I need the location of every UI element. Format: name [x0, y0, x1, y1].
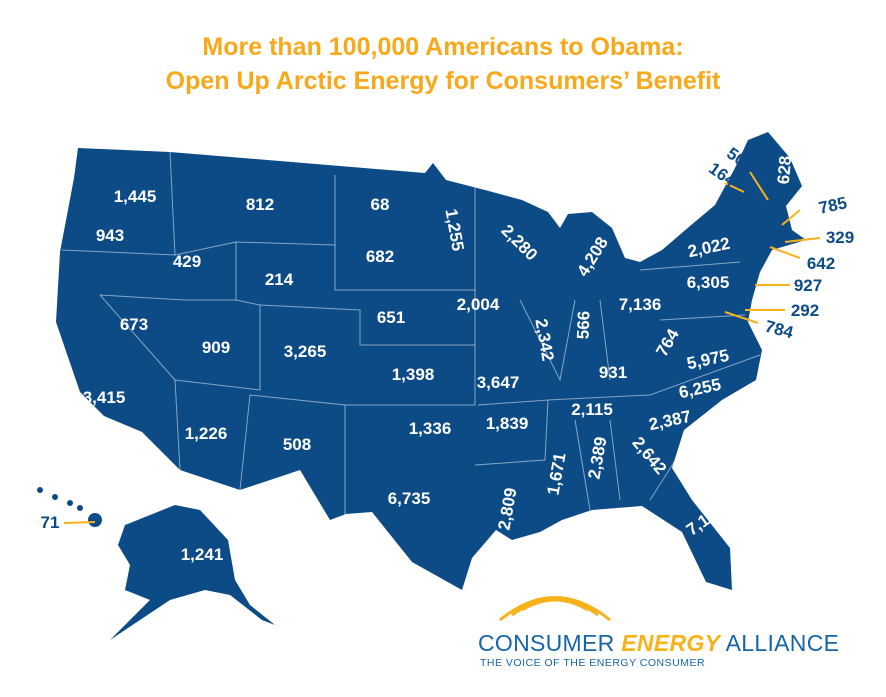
state-value-az: 1,226 — [184, 424, 228, 443]
state-value-oh: 7,136 — [618, 295, 662, 314]
logo-tagline: THE VOICE OF THE ENERGY CONSUMER — [480, 657, 706, 669]
leader-lines — [63, 171, 821, 524]
logo-name-alliance: ALLIANCE — [725, 630, 840, 656]
state-value-ne: 651 — [376, 308, 406, 327]
state-value-nm: 508 — [282, 435, 312, 454]
state-value-me: 628 — [773, 154, 796, 185]
state-value-or: 943 — [95, 226, 125, 245]
state-value-mo: 3,647 — [476, 373, 520, 392]
logo-name-consumer: CONSUMER — [478, 630, 615, 656]
state-value-ca: 3,415 — [82, 388, 126, 407]
state-value-mt: 812 — [245, 195, 275, 214]
state-value-ct: 642 — [806, 254, 836, 273]
hawaii-shape — [37, 487, 102, 527]
state-value-hi: 71 — [40, 513, 60, 532]
state-value-ok: 1,336 — [408, 419, 452, 438]
state-value-de: 292 — [790, 301, 820, 320]
title-line-2: Open Up Arctic Energy for Consumers’ Ben… — [165, 67, 721, 95]
state-value-wy: 214 — [264, 270, 294, 289]
state-value-tx: 6,735 — [387, 489, 431, 508]
state-value-ks: 1,398 — [391, 365, 435, 384]
state-value-nv: 673 — [119, 315, 149, 334]
state-value-nj: 927 — [793, 276, 823, 295]
state-value-ar: 1,839 — [485, 414, 529, 433]
state-value-ri: 329 — [825, 228, 855, 247]
state-borders — [61, 151, 761, 520]
logo-arcs-icon — [499, 596, 611, 622]
state-value-tn: 2,115 — [571, 400, 613, 419]
state-value-sd: 682 — [365, 247, 395, 266]
state-value-ia: 2,004 — [456, 295, 500, 314]
state-value-pa: 6,305 — [686, 273, 730, 292]
state-value-ut: 909 — [201, 338, 231, 357]
logo-name-energy: ENERGY — [621, 630, 721, 656]
state-value-wa: 1,445 — [113, 187, 157, 206]
state-value-in: 566 — [573, 310, 594, 340]
logo-name: CONSUMER ENERGY ALLIANCE — [478, 630, 839, 657]
title-line-1: More than 100,000 Americans to Obama: — [202, 33, 684, 61]
state-value-co: 3,265 — [283, 342, 327, 361]
lower-48-shape — [56, 132, 806, 590]
state-value-ky: 931 — [598, 363, 628, 382]
state-value-nd: 68 — [370, 195, 390, 214]
state-value-ak: 1,241 — [180, 545, 224, 564]
alaska-shape — [110, 505, 275, 640]
state-value-id: 429 — [172, 252, 202, 271]
